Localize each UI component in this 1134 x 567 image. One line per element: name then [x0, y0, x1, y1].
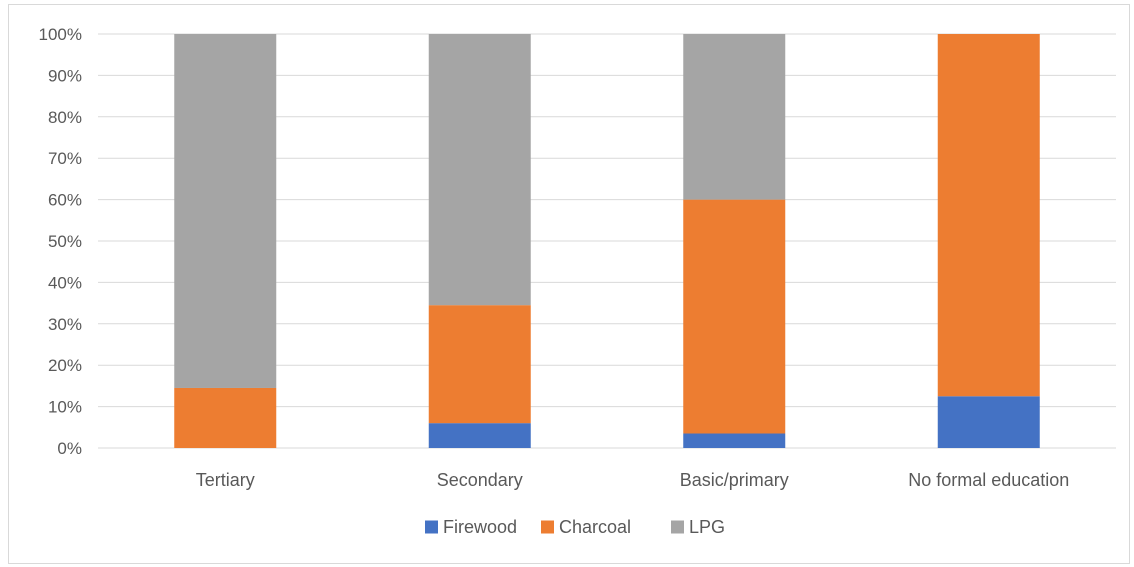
y-tick-label: 80%: [48, 108, 82, 127]
y-tick-label: 50%: [48, 232, 82, 251]
bar-firewood-2: [683, 433, 786, 448]
y-tick-label: 90%: [48, 66, 82, 85]
bar-charcoal-1: [428, 305, 531, 424]
bar-firewood-1: [428, 423, 531, 448]
y-tick-label: 10%: [48, 398, 82, 417]
y-tick-label: 30%: [48, 315, 82, 334]
bar-charcoal-3: [937, 34, 1040, 397]
legend-swatch-firewood: [425, 520, 438, 534]
y-tick-label: 20%: [48, 356, 82, 375]
y-axis-ticks: 0% 10% 20% 30% 40% 50% 60% 70% 80% 90% 100%: [39, 25, 82, 458]
legend: Firewood Charcoal LPG: [425, 517, 725, 537]
legend-label-firewood: Firewood: [443, 517, 517, 537]
x-category-label: Tertiary: [196, 470, 255, 490]
x-axis-categories: Tertiary Secondary Basic/primary No formal …: [196, 470, 1070, 490]
bar-firewood-3: [937, 396, 1040, 448]
y-tick-label: 100%: [39, 25, 82, 44]
y-tick-label: 60%: [48, 191, 82, 210]
bar-lpg-1: [428, 34, 531, 306]
legend-label-charcoal: Charcoal: [559, 517, 631, 537]
x-category-label: No formal education: [908, 470, 1069, 490]
y-tick-label: 70%: [48, 149, 82, 168]
bar-lpg-0: [174, 34, 277, 388]
legend-label-lpg: LPG: [689, 517, 725, 537]
bar-charcoal-2: [683, 199, 786, 434]
bars: [174, 34, 1040, 448]
legend-swatch-lpg: [671, 520, 684, 534]
legend-swatch-charcoal: [541, 520, 554, 534]
x-category-label: Basic/primary: [680, 470, 789, 490]
y-tick-label: 40%: [48, 273, 82, 292]
bar-charcoal-0: [174, 387, 277, 448]
y-tick-label: 0%: [57, 439, 82, 458]
x-category-label: Secondary: [437, 470, 523, 490]
bar-lpg-2: [683, 34, 786, 200]
